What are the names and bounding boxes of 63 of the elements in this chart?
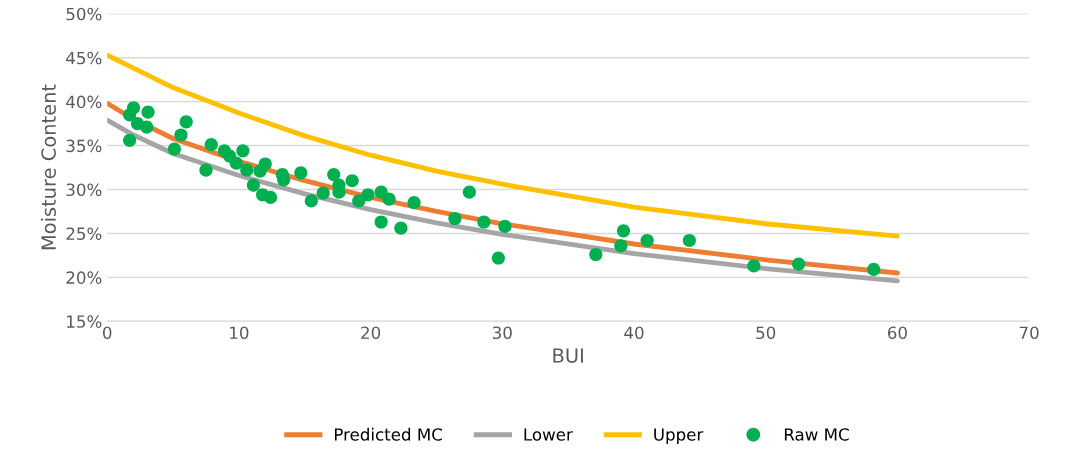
point <box>747 259 761 273</box>
x-tick-label: 10 <box>230 326 249 340</box>
y-axis-title: Moisture Content <box>40 84 56 250</box>
point <box>204 138 218 152</box>
point <box>316 186 330 200</box>
point <box>141 105 155 119</box>
point <box>477 215 491 229</box>
point <box>867 262 881 277</box>
y-tick-label: 40% <box>66 95 102 109</box>
x-axis-title: BUI <box>553 348 583 363</box>
legend-label: Upper <box>654 428 704 444</box>
point <box>682 233 696 248</box>
point <box>345 174 359 188</box>
point <box>240 163 254 177</box>
point <box>394 221 408 235</box>
point <box>246 178 260 192</box>
point <box>792 257 806 271</box>
point <box>236 144 250 158</box>
point <box>352 194 366 208</box>
point <box>382 192 396 206</box>
point <box>448 211 462 226</box>
point <box>123 108 137 122</box>
y-tick-label: 45% <box>66 51 102 65</box>
legend-label: Raw MC <box>784 428 849 441</box>
y-tick-label: 25% <box>66 227 102 240</box>
point <box>491 251 505 265</box>
x-tick-label: 60 <box>887 326 907 340</box>
point <box>229 156 243 170</box>
y-tick-label: 30% <box>66 183 102 197</box>
x-tick-label: 30 <box>492 326 512 340</box>
legend-label: Predicted MC <box>334 427 442 441</box>
point <box>361 188 375 202</box>
legend-label: Lower <box>524 428 573 441</box>
point <box>294 166 308 180</box>
point <box>304 194 318 208</box>
point <box>327 167 341 182</box>
y-tick-label: 35% <box>66 139 102 153</box>
x-tick-label: 0 <box>103 326 112 340</box>
point <box>140 120 154 134</box>
point <box>407 196 421 210</box>
y-tick-label: 50% <box>66 7 102 21</box>
point <box>462 185 476 199</box>
x-tick-label: 20 <box>361 326 381 340</box>
point <box>277 173 291 187</box>
point <box>616 224 631 238</box>
x-tick-label: 40 <box>624 326 644 340</box>
point <box>258 157 272 171</box>
point <box>374 215 388 229</box>
point <box>640 233 654 248</box>
point <box>199 163 213 177</box>
point <box>589 247 603 262</box>
point <box>179 115 193 129</box>
point <box>123 133 137 147</box>
y-tick-label: 20% <box>66 271 102 284</box>
x-tick-label: 50 <box>756 326 776 340</box>
line-series <box>107 52 900 239</box>
x-tick-label: 70 <box>1019 326 1039 340</box>
point <box>614 239 628 253</box>
point <box>167 142 181 156</box>
y-tick-label: 15% <box>67 315 102 328</box>
point <box>498 219 512 233</box>
point <box>263 190 278 204</box>
point <box>174 128 188 142</box>
